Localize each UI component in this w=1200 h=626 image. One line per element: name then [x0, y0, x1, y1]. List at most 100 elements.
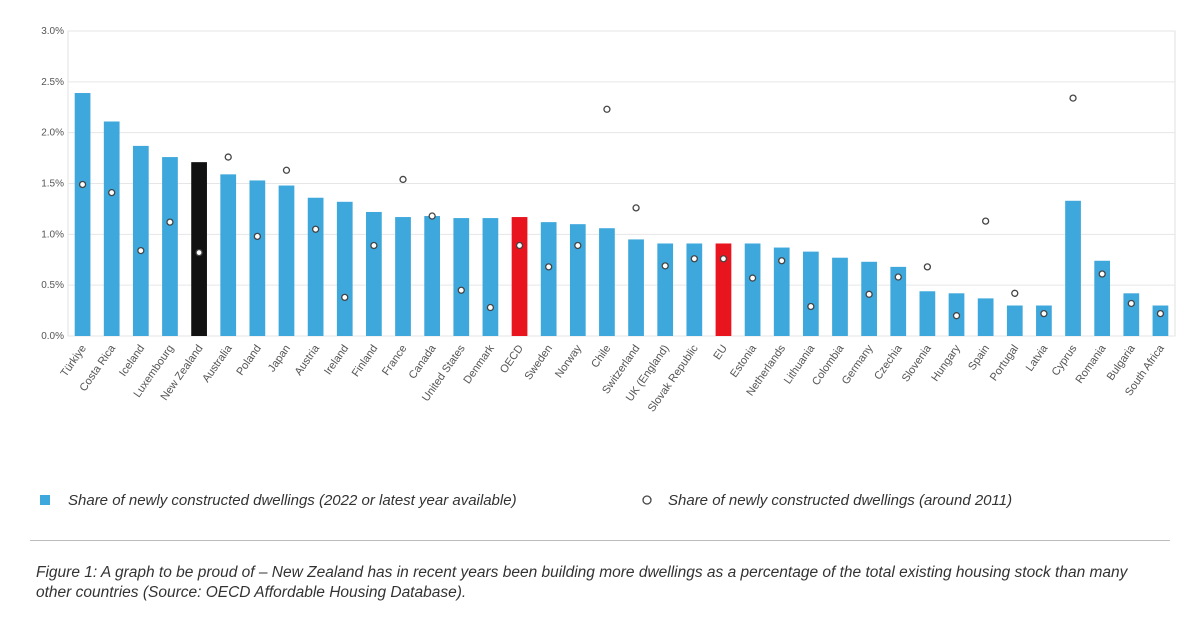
marker	[515, 241, 524, 250]
legend-label: Share of newly constructed dwellings (ar…	[668, 492, 1012, 509]
marker	[224, 153, 232, 161]
x-tick-label: Ireland	[322, 343, 351, 377]
bar	[861, 261, 877, 336]
bar	[336, 201, 353, 336]
bar	[74, 93, 91, 337]
marker	[1098, 270, 1106, 278]
bar	[1006, 305, 1023, 336]
bar	[424, 216, 441, 336]
marker	[865, 290, 873, 298]
marker	[661, 262, 669, 270]
x-tick-label: Denmark	[461, 342, 497, 386]
bar	[366, 211, 382, 336]
marker	[719, 255, 728, 263]
x-tick-label: Australia	[200, 342, 235, 385]
bar	[540, 222, 557, 336]
divider	[30, 540, 1170, 541]
y-tick-label: 3.0%	[41, 26, 64, 37]
bar	[103, 121, 120, 336]
marker	[341, 293, 349, 302]
marker	[137, 246, 145, 255]
marker	[545, 263, 553, 271]
bar	[1094, 260, 1111, 336]
marker	[1040, 309, 1048, 318]
bar	[1152, 305, 1169, 336]
x-tick-label: Austria	[293, 342, 323, 378]
x-tick-label: Hungary	[929, 342, 963, 383]
marker	[981, 217, 990, 225]
bar	[162, 157, 178, 336]
bar	[1036, 305, 1052, 336]
marker	[1156, 309, 1165, 318]
bar	[686, 243, 703, 336]
x-tick-label: Latvia	[1024, 342, 1051, 374]
marker	[778, 257, 786, 265]
marker	[253, 232, 262, 241]
marker	[457, 286, 465, 294]
y-tick-label: 0.5%	[41, 280, 64, 291]
marker	[632, 204, 640, 212]
bar	[453, 218, 470, 336]
marker	[195, 248, 203, 257]
bar	[744, 243, 761, 336]
marker	[166, 218, 174, 226]
marker	[1069, 94, 1077, 102]
bar	[657, 243, 674, 336]
x-tick-label: Norway	[553, 342, 585, 380]
marker	[486, 303, 495, 312]
marker	[108, 188, 116, 197]
x-tick-label: Spain	[966, 343, 992, 373]
y-tick-label: 1.5%	[41, 179, 64, 190]
marker	[1127, 299, 1135, 308]
y-tick-label: 0.0%	[41, 331, 64, 342]
caption: Figure 1: A graph to be proud of – New Z…	[36, 564, 1128, 601]
marker	[78, 180, 87, 189]
bar	[220, 174, 237, 336]
bar	[1123, 293, 1140, 336]
marker	[428, 212, 436, 220]
bar	[599, 228, 615, 336]
bar	[715, 243, 732, 336]
bar	[802, 251, 819, 336]
marker	[574, 241, 582, 250]
marker	[807, 302, 815, 311]
x-tick-label: Poland	[234, 343, 263, 378]
x-tick-label: Japan	[266, 343, 293, 374]
chart: 0.0%0.5%1.0%1.5%2.0%2.5%3.0%TürkiyeCosta…	[40, 26, 1176, 509]
bar	[832, 257, 848, 336]
marker	[894, 273, 902, 281]
bar	[569, 224, 586, 336]
marker	[603, 105, 611, 113]
legend-label: Share of newly constructed dwellings (20…	[68, 492, 517, 509]
x-tick-label: Finland	[350, 343, 381, 379]
x-tick-label: Portugal	[988, 343, 1021, 383]
bar	[890, 266, 907, 336]
bar	[132, 145, 149, 336]
bar	[773, 247, 790, 336]
legend-swatch	[40, 495, 50, 505]
bar	[511, 217, 528, 336]
x-tick-label: Sweden	[522, 343, 555, 382]
y-tick-label: 2.5%	[41, 77, 64, 88]
x-tick-label: France	[380, 343, 409, 378]
bar	[482, 218, 499, 336]
bar	[249, 180, 266, 336]
marker	[748, 274, 757, 282]
marker	[690, 255, 698, 263]
x-tick-label: Romania	[1074, 342, 1110, 386]
x-tick-label: Iceland	[117, 343, 147, 379]
marker	[952, 312, 961, 320]
bar	[278, 185, 295, 336]
bar	[307, 197, 324, 336]
x-tick-label: Türkiye	[59, 343, 90, 379]
bar	[395, 217, 411, 336]
x-tick-label: Chile	[589, 343, 613, 370]
bar	[1065, 200, 1081, 336]
x-tick-label: EU	[711, 343, 730, 362]
y-tick-label: 2.0%	[41, 128, 64, 139]
bar	[977, 298, 994, 336]
bar	[628, 239, 644, 336]
x-tick-label: Estonia	[728, 342, 759, 380]
marker	[370, 241, 378, 250]
